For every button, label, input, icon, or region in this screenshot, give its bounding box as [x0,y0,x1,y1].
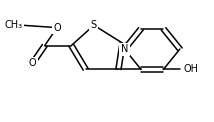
Text: S: S [91,20,97,30]
Text: O: O [29,58,36,68]
Text: OH: OH [184,64,199,74]
Text: CH₃: CH₃ [4,20,22,30]
Text: O: O [53,23,61,33]
Text: N: N [121,44,128,54]
